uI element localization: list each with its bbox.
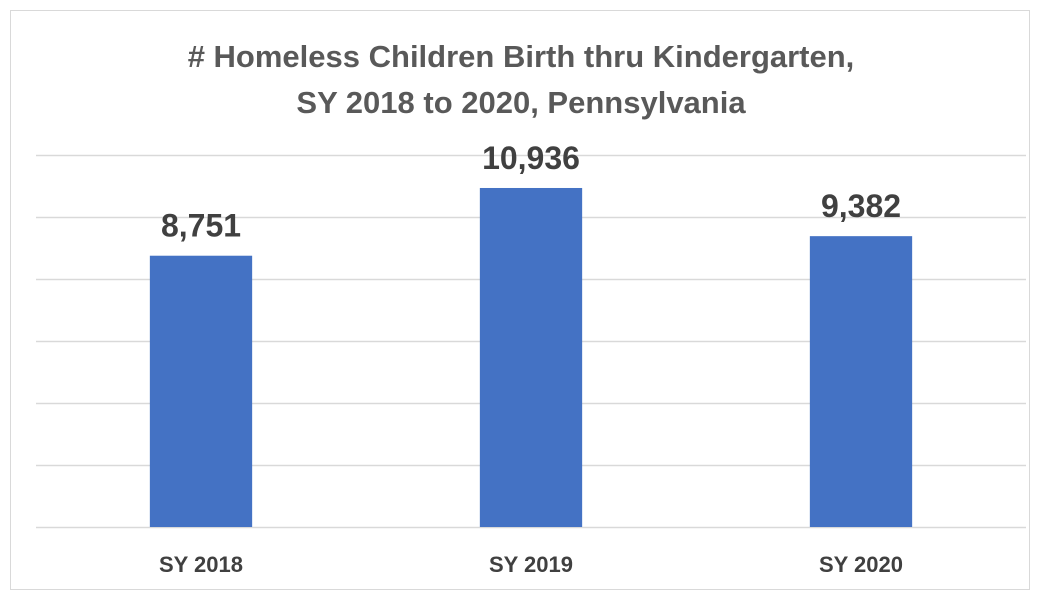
data-label-1: 10,936 — [482, 140, 580, 176]
bars — [149, 187, 913, 527]
x-tick-label-0: SY 2018 — [159, 552, 243, 577]
data-label-0: 8,751 — [161, 208, 241, 244]
bar-2 — [809, 236, 913, 527]
x-tick-label-1: SY 2019 — [489, 552, 573, 577]
data-labels: 8,751 10,936 9,382 — [161, 140, 901, 244]
bar-0 — [149, 255, 253, 527]
chart-title-line-1: # Homeless Children Birth thru Kindergar… — [187, 39, 855, 74]
chart-title-line-2: SY 2018 to 2020, Pennsylvania — [296, 85, 746, 120]
chart-title: # Homeless Children Birth thru Kindergar… — [0, 34, 1042, 126]
x-axis-tick-labels: SY 2018 SY 2019 SY 2020 — [159, 552, 903, 577]
data-label-2: 9,382 — [821, 188, 901, 224]
bar-1 — [479, 187, 583, 527]
x-tick-label-2: SY 2020 — [819, 552, 903, 577]
